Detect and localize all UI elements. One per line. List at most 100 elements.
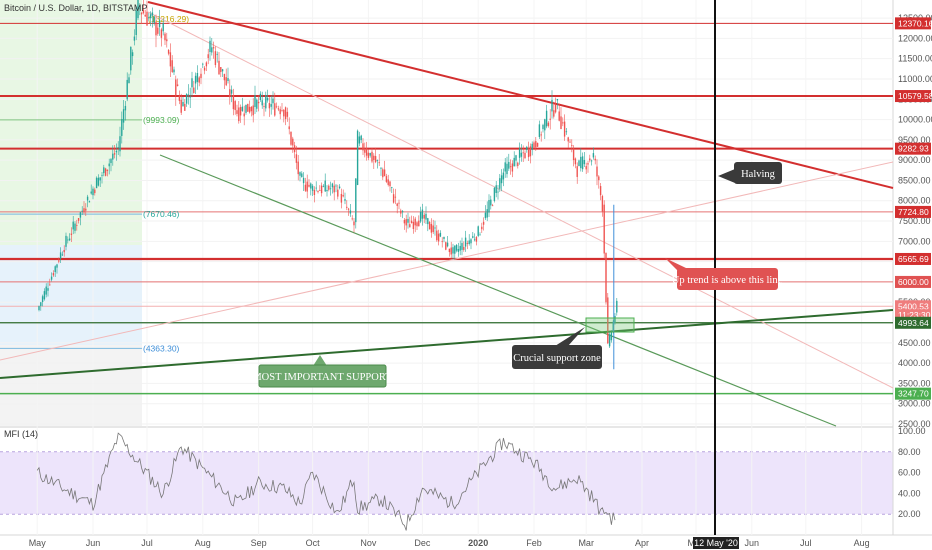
- candle-body: [407, 218, 409, 223]
- candle-body: [355, 178, 357, 223]
- candle-body: [45, 286, 47, 295]
- candle-body: [547, 122, 550, 126]
- candle-body: [169, 52, 172, 67]
- price-tag-bg: [895, 387, 931, 400]
- support-callout: [258, 364, 387, 388]
- candle-body: [612, 321, 614, 333]
- candle-body: [95, 177, 98, 189]
- candle-body: [297, 161, 299, 175]
- candle-body: [149, 14, 152, 19]
- candle-body: [563, 121, 566, 137]
- candle-body: [488, 199, 490, 213]
- downtrend-inner-line: [147, 11, 894, 389]
- candle-body: [511, 163, 514, 172]
- candle-body: [482, 221, 485, 225]
- candle-body: [50, 276, 53, 280]
- candle-body: [252, 105, 254, 116]
- candle-body: [151, 12, 154, 16]
- candle-body: [587, 163, 589, 165]
- support-callout-pointer: [313, 355, 327, 366]
- candle-body: [554, 104, 557, 113]
- candle-body: [313, 189, 316, 195]
- candle-body: [524, 152, 526, 159]
- candle-body: [531, 143, 533, 151]
- fib-level-label: (9993.09): [143, 115, 180, 125]
- trend-layer: [0, 0, 894, 535]
- candle-body: [124, 105, 127, 111]
- candle-body: [299, 172, 301, 176]
- candle-body: [538, 124, 541, 138]
- price-tick-label: 11000.00: [898, 74, 932, 84]
- candle-body: [88, 201, 91, 203]
- candle-body: [295, 154, 298, 163]
- candle-body: [396, 203, 398, 206]
- candle-body: [508, 161, 510, 169]
- candle-body: [616, 300, 618, 313]
- lower-channel-line: [159, 154, 837, 427]
- candle-body: [236, 110, 238, 114]
- candle-body: [378, 162, 380, 164]
- candle-body: [162, 22, 164, 32]
- candle-body: [594, 158, 596, 161]
- candle-body: [493, 187, 496, 201]
- fib-level-label: (13216.29): [148, 14, 189, 24]
- annot-layer: Halving Up trend is above this line Crucia…: [252, 162, 783, 388]
- price-tag-bg: [895, 205, 931, 218]
- candle-body: [52, 273, 55, 276]
- candle-body: [346, 206, 348, 208]
- candle-body: [342, 195, 344, 197]
- candle-body: [119, 136, 121, 152]
- candle-body: [603, 204, 605, 254]
- candle-body: [301, 173, 303, 178]
- price-tag-label: 10579.58: [898, 91, 932, 101]
- candle-body: [40, 302, 42, 306]
- candle-body: [173, 69, 175, 73]
- candle-body: [137, 0, 139, 19]
- candle-body: [218, 60, 220, 75]
- candle-body: [506, 163, 508, 175]
- candle-body: [121, 119, 123, 136]
- candle-body: [344, 199, 346, 201]
- candle-body: [185, 94, 188, 104]
- candle-body: [481, 226, 483, 230]
- candle-body: [77, 217, 80, 221]
- candle-body: [466, 243, 469, 244]
- price-axis[interactable]: 12500.0012000.0011500.0011000.0010500.00…: [895, 13, 932, 519]
- candle-body: [479, 234, 481, 236]
- candle-body: [459, 245, 461, 251]
- candle-body: [315, 187, 317, 189]
- candle-body: [79, 212, 82, 218]
- candle-body: [47, 288, 49, 291]
- candle-body: [576, 166, 578, 177]
- candle-body: [448, 248, 451, 253]
- candle-body: [425, 213, 427, 220]
- candle-body: [189, 96, 191, 98]
- candle-body: [340, 193, 343, 203]
- price-tick-label: 9000.00: [898, 155, 931, 165]
- candle-body: [374, 156, 377, 163]
- time-axis[interactable]: MayJunJulAugSepOctNovDec2020FebMarAprMay…: [29, 537, 870, 549]
- candles-layer: [38, 0, 618, 370]
- candle-body: [571, 145, 573, 147]
- candle-body: [112, 153, 114, 160]
- candle-body: [450, 247, 452, 255]
- mfi-tick-label: 80.00: [898, 447, 921, 457]
- candle-body: [212, 47, 215, 49]
- candle-body: [553, 110, 555, 117]
- candle-body: [598, 176, 600, 181]
- candle-body: [187, 94, 190, 96]
- candle-body: [473, 239, 476, 241]
- candle-body: [205, 62, 208, 67]
- candle-body: [70, 233, 73, 235]
- candle-body: [101, 174, 103, 176]
- price-tick-label: 8000.00: [898, 196, 931, 206]
- candle-body: [605, 253, 607, 303]
- candle-body: [229, 89, 231, 98]
- candle-body: [461, 243, 463, 250]
- candle-body: [349, 210, 352, 214]
- candle-body: [515, 155, 517, 161]
- main-support-line: [0, 309, 894, 379]
- candle-body: [194, 75, 197, 84]
- price-tag-label: 5400.53: [898, 301, 929, 311]
